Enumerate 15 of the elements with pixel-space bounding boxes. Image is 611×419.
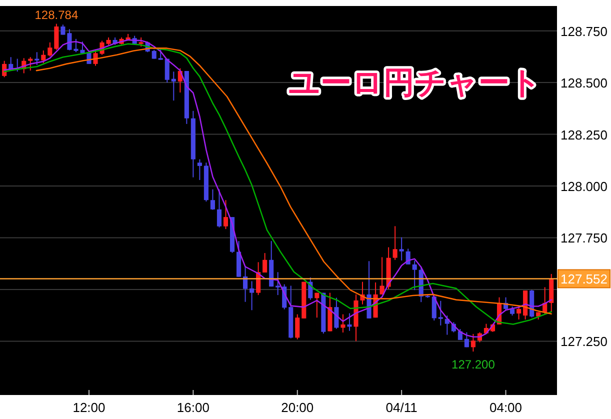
y-tick-label: 128.000 (560, 179, 608, 194)
ref-line-label: 127.552 (560, 272, 608, 287)
y-tick-label: 128.750 (560, 24, 608, 39)
annotation: 127.200 (452, 358, 496, 372)
annotation: 128.784 (34, 8, 78, 22)
y-tick-label: 128.500 (560, 76, 608, 91)
y-tick-label: 127.750 (560, 230, 608, 246)
x-tick-label: 04:00 (490, 400, 522, 415)
y-tick-label: 127.250 (560, 334, 608, 350)
x-tick-label: 20:00 (281, 400, 314, 415)
x-tick-label: 04/11 (386, 400, 418, 415)
x-tick-label: 16:00 (176, 400, 210, 415)
y-tick-label: 128.250 (560, 127, 608, 142)
x-tick-label: 12:00 (72, 400, 106, 415)
text: ユーロ円チャート (288, 65, 542, 100)
